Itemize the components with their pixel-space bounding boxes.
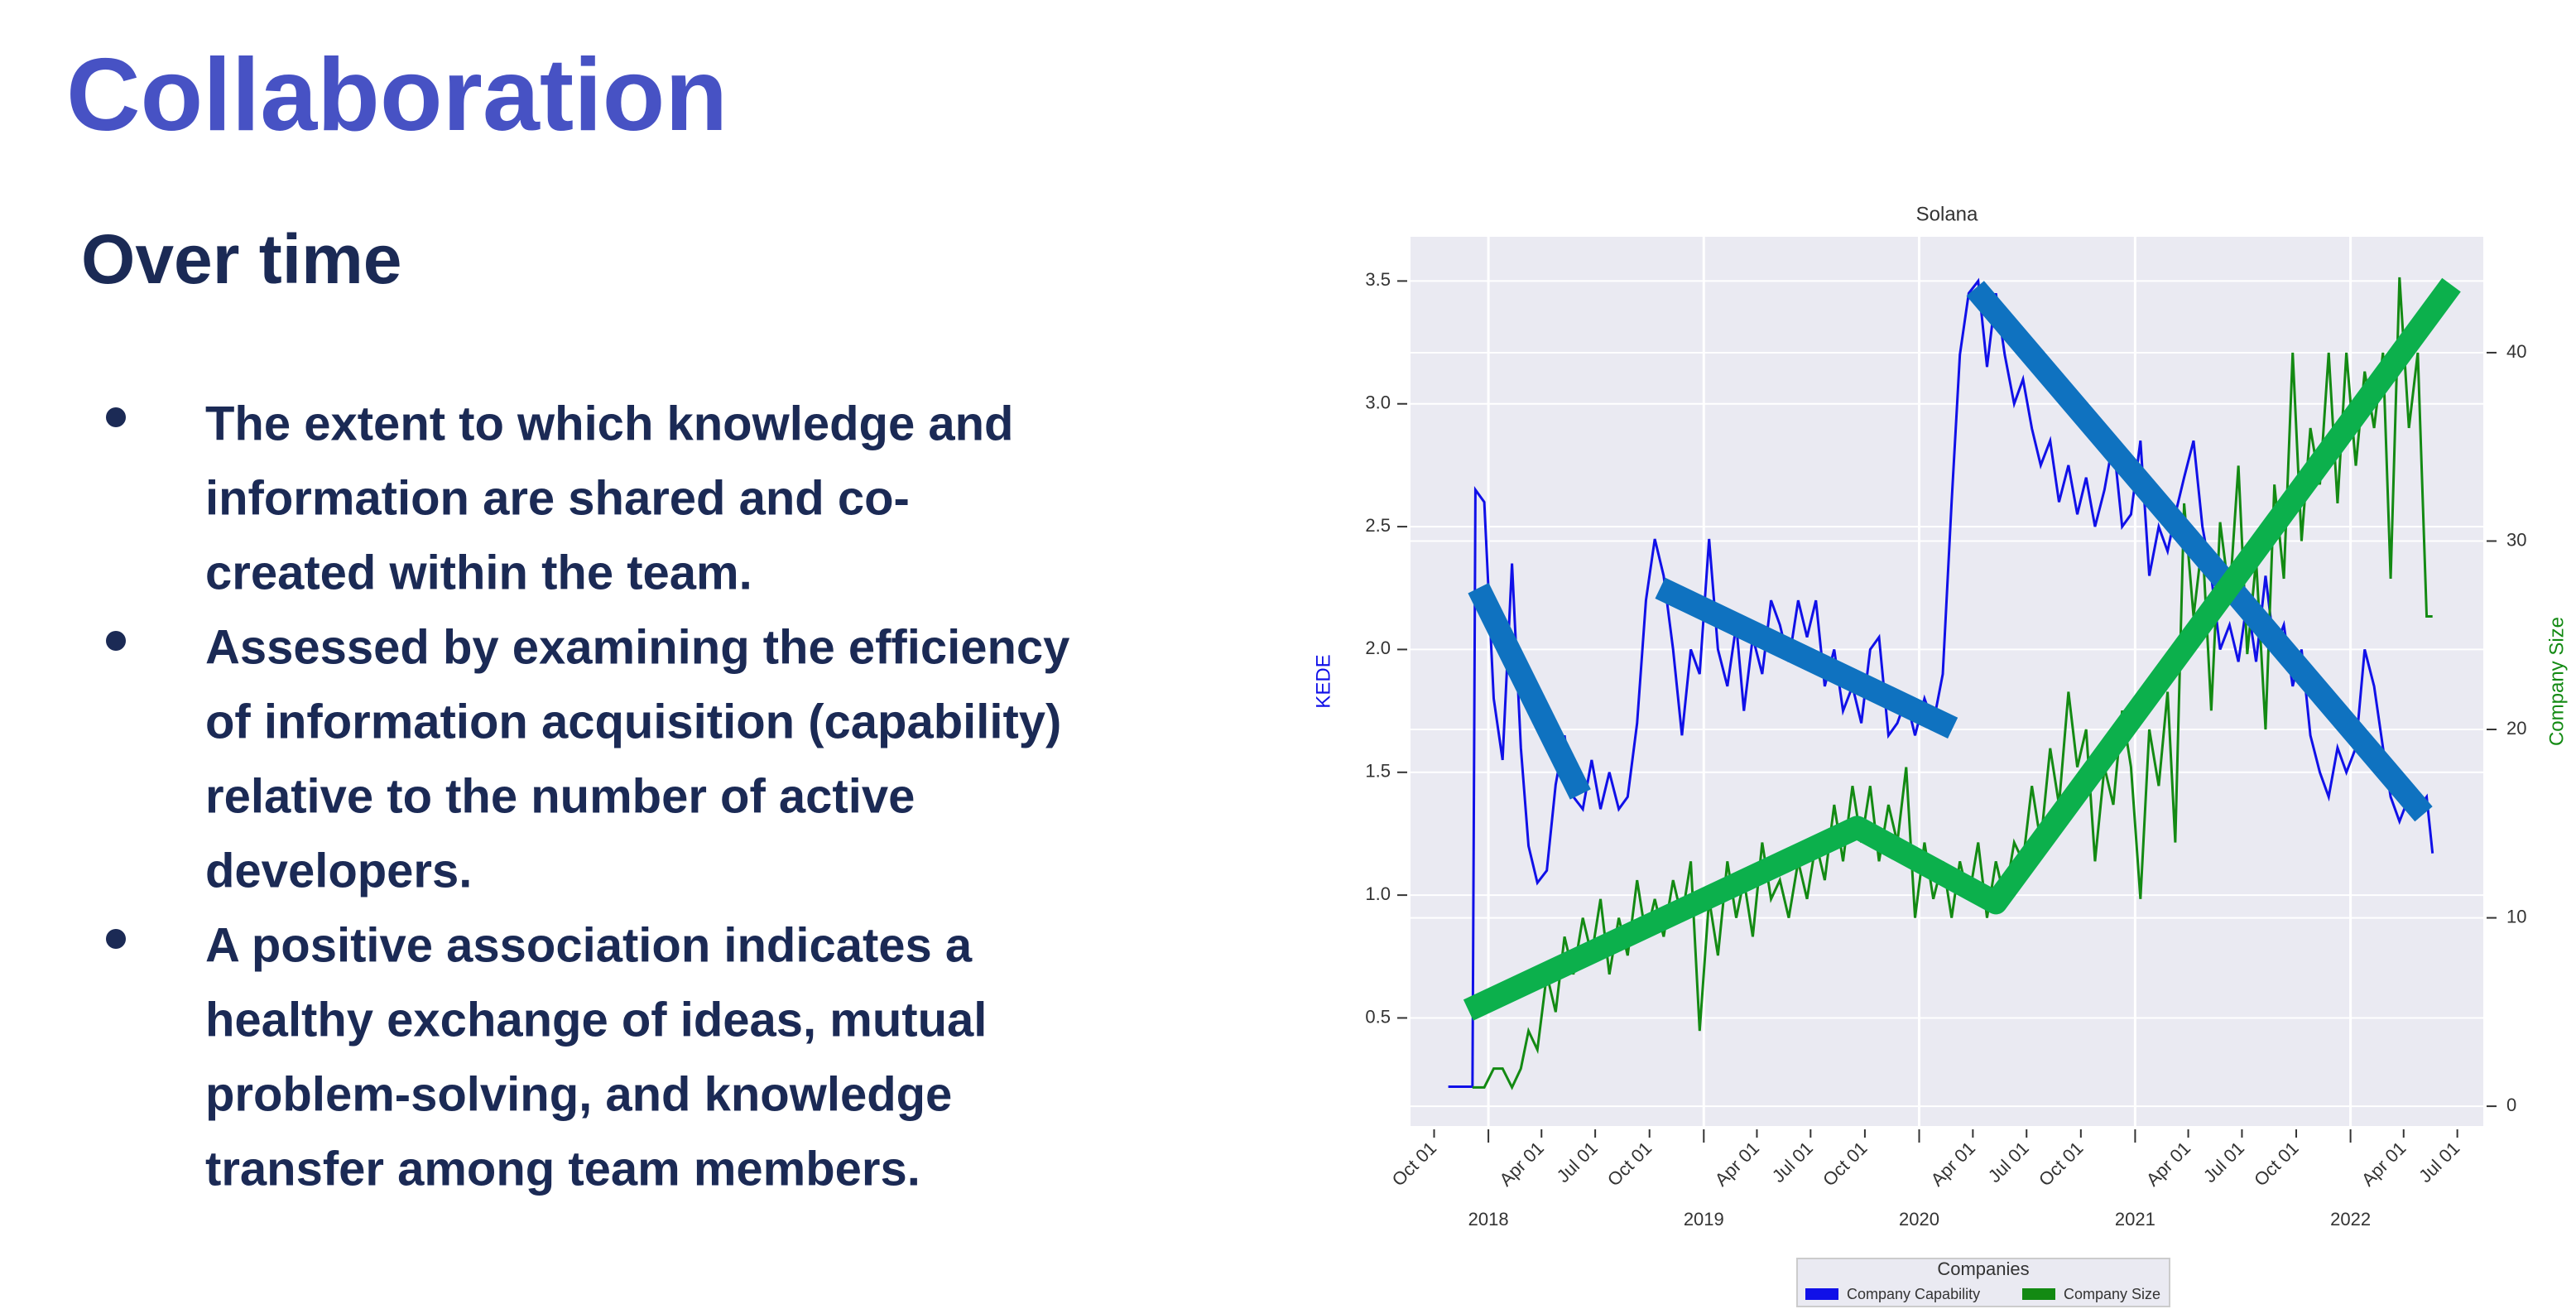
x-tick-label: Oct 01	[2035, 1138, 2088, 1191]
x-year-label: 2021	[2115, 1209, 2155, 1230]
bullet-text: developers.	[205, 844, 472, 898]
legend-swatch	[2022, 1288, 2055, 1300]
legend-title: Companies	[1937, 1258, 2029, 1279]
bullet-text: relative to the number of active	[205, 769, 915, 823]
trend-line	[1463, 277, 2461, 1021]
trend-line	[1966, 281, 2433, 822]
x-tick-label: Apr 01	[1926, 1138, 1979, 1191]
x-tick-label: Oct 01	[1819, 1138, 1872, 1191]
bullet-text: problem-solving, and knowledge	[205, 1067, 952, 1121]
data-line	[1472, 277, 2433, 1090]
bullet-dot	[106, 631, 126, 651]
x-year-label: 2020	[1899, 1209, 1939, 1230]
y2-tick-label: 30	[2506, 529, 2526, 550]
bullet-text: transfer among team members.	[205, 1142, 920, 1196]
bullet-text: The extent to which knowledge and	[205, 397, 1013, 450]
x-tick-label: Oct 01	[1603, 1138, 1656, 1191]
slide-subtitle: Over time	[81, 220, 402, 298]
y-tick-label: 0.5	[1365, 1006, 1391, 1027]
legend-swatch	[1805, 1288, 1838, 1300]
bullet-dot	[106, 929, 126, 949]
y2-tick-label: 40	[2506, 341, 2526, 362]
bullet-dot	[106, 407, 126, 427]
bullet-text: healthy exchange of ideas, mutual	[205, 993, 987, 1047]
y-tick-label: 2.0	[1365, 638, 1391, 658]
x-tick-label: Oct 01	[2250, 1138, 2303, 1191]
y-tick-label: 3.5	[1365, 269, 1391, 290]
trend-line	[1468, 583, 1591, 800]
legend-label: Company Size	[2064, 1286, 2160, 1302]
x-tick-label: Apr 01	[1711, 1138, 1764, 1191]
y-tick-label: 2.5	[1365, 515, 1391, 536]
chart-title: Solana	[1916, 203, 1978, 225]
bullet-text: information are shared and co-	[205, 471, 910, 525]
y-tick-label: 1.0	[1365, 883, 1391, 904]
y-tick-label: 3.0	[1365, 392, 1391, 413]
y2-tick-label: 10	[2506, 906, 2526, 926]
x-tick-label: Jul 01	[2199, 1138, 2248, 1186]
x-tick-label: Apr 01	[1495, 1138, 1548, 1191]
legend-box	[1796, 1258, 2170, 1307]
bullet-text: created within the team.	[205, 546, 752, 599]
bullet-text: of information acquisition (capability)	[205, 695, 1061, 748]
x-year-label: 2022	[2330, 1209, 2371, 1230]
x-year-label: 2018	[1468, 1209, 1509, 1230]
x-tick-label: Jul 01	[2415, 1138, 2463, 1186]
legend-label: Company Capability	[1847, 1286, 1980, 1302]
y-axis-label: KEDE	[1312, 654, 1334, 708]
trend-line	[1655, 577, 1958, 739]
bullet-text: Assessed by examining the efficiency	[205, 620, 1069, 674]
x-tick-label: Apr 01	[2142, 1138, 2195, 1191]
x-tick-label: Oct 01	[1388, 1138, 1441, 1191]
slide-title: Collaboration	[66, 38, 728, 152]
x-tick-label: Apr 01	[2357, 1138, 2410, 1191]
bullet-text: A positive association indicates a	[205, 918, 973, 972]
y2-tick-label: 20	[2506, 718, 2526, 739]
x-tick-label: Jul 01	[1553, 1138, 1602, 1186]
x-year-label: 2019	[1684, 1209, 1724, 1230]
x-tick-label: Jul 01	[1984, 1138, 2033, 1186]
y-tick-label: 1.5	[1365, 761, 1391, 782]
x-tick-label: Jul 01	[1768, 1138, 1817, 1186]
y2-tick-label: 0	[2506, 1095, 2516, 1115]
y2-axis-label: Company Size	[2545, 617, 2568, 746]
